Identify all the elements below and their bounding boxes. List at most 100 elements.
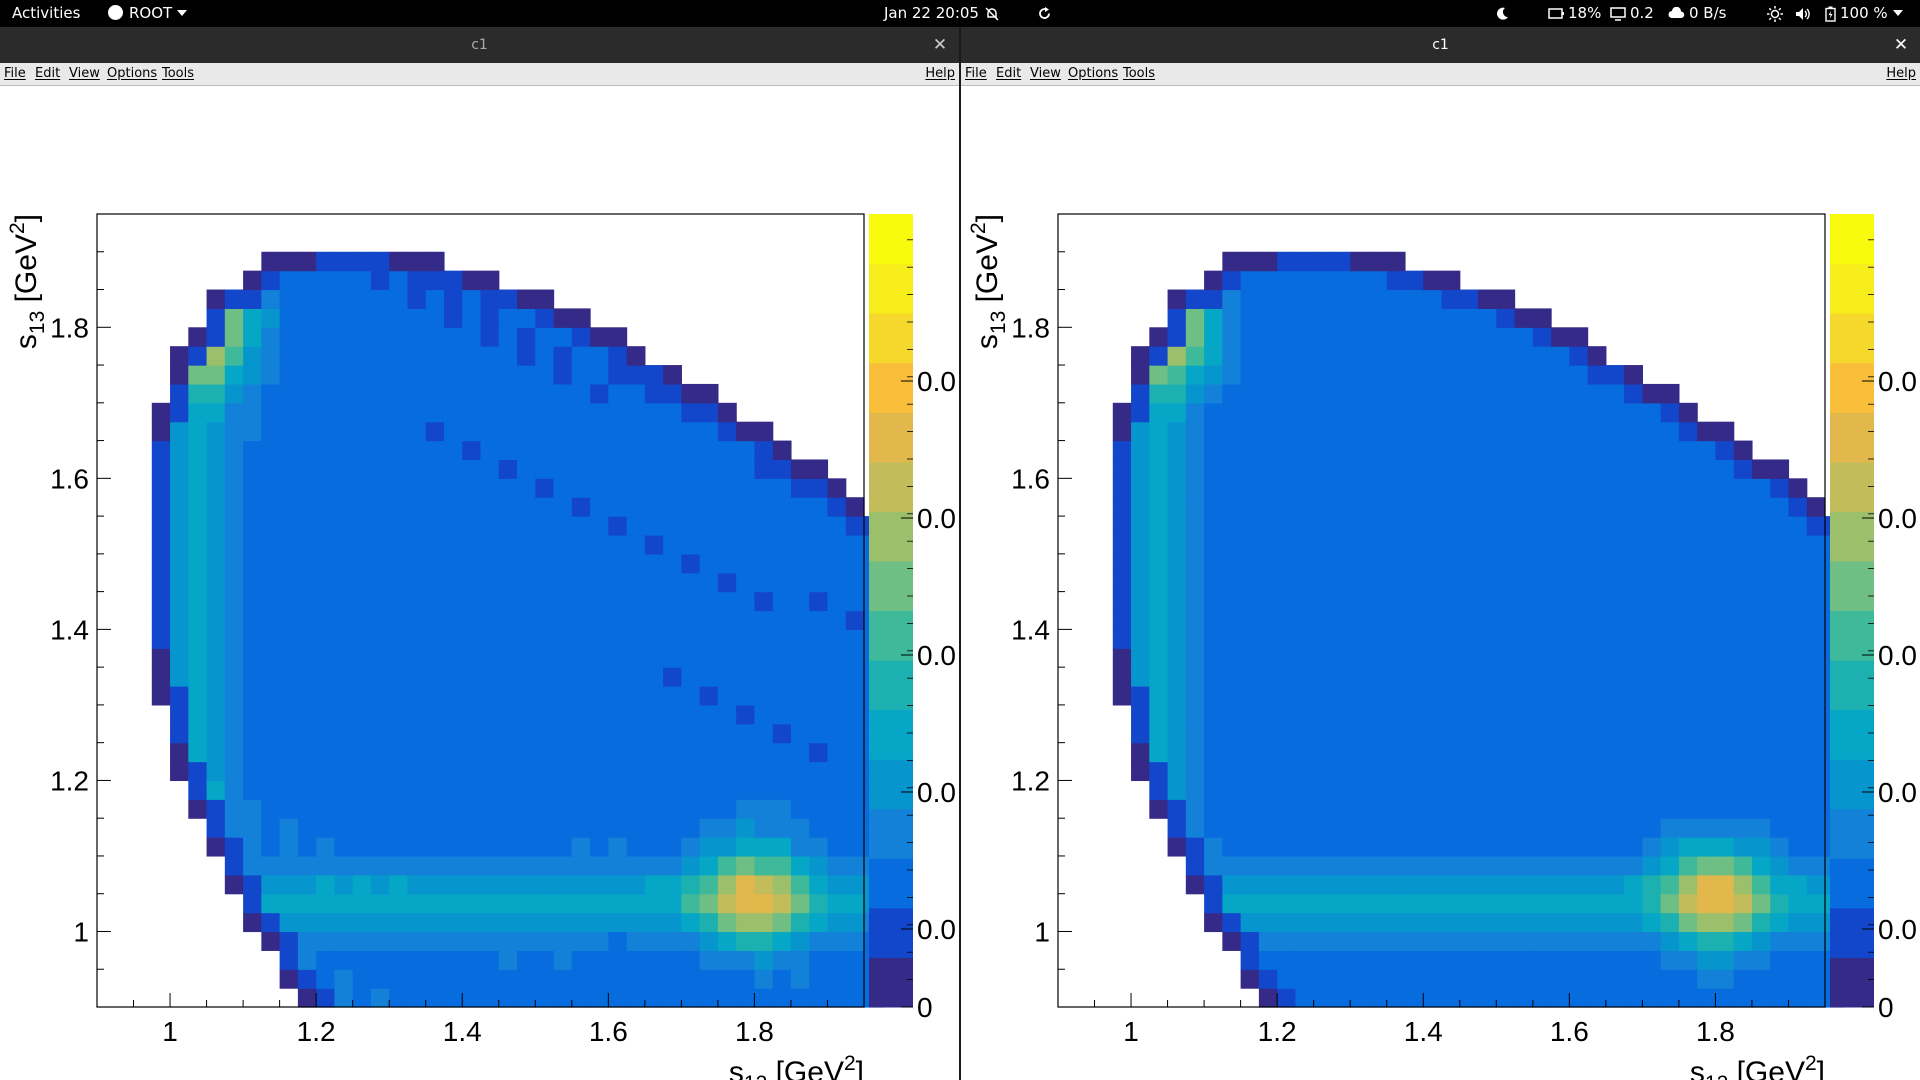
heatmap-cell	[407, 270, 427, 291]
heatmap-cell	[608, 610, 628, 630]
close-icon[interactable]: ✕	[1893, 35, 1909, 55]
heatmap-cell	[1478, 440, 1497, 461]
window-title-bar[interactable]: c1 ✕	[961, 27, 1920, 63]
menu-view[interactable]: View	[1030, 66, 1061, 81]
heatmap-cell	[644, 686, 664, 706]
heatmap-cell	[1331, 818, 1351, 838]
clock[interactable]: Jan 22 20:05	[884, 4, 979, 22]
heatmap-cell	[1660, 969, 1680, 989]
heatmap-cell	[1204, 761, 1223, 782]
dalitz-plot-right[interactable]: 11.21.41.61.811.21.41.61.8s12 [GeV2]s13 …	[961, 86, 1920, 1080]
heatmap-cell	[1404, 648, 1424, 668]
heatmap-cell	[1240, 610, 1260, 630]
menu-options[interactable]: Options	[1068, 66, 1119, 81]
heatmap-cell	[1587, 667, 1607, 687]
heatmap-cell	[1204, 742, 1223, 763]
heatmap-cell	[644, 950, 664, 970]
window-title-bar[interactable]: c1 ✕	[0, 27, 959, 63]
heatmap-cell	[1313, 704, 1333, 725]
activities-button[interactable]: Activities	[12, 4, 81, 22]
menu-tools[interactable]: Tools	[1123, 66, 1156, 81]
heatmap-cell	[352, 534, 372, 555]
heatmap-cell	[1204, 874, 1223, 895]
menu-file[interactable]: File	[965, 66, 987, 81]
heatmap-cell	[407, 648, 427, 668]
network-indicator[interactable]: 0 B/s	[1668, 0, 1726, 27]
menu-options[interactable]: Options	[107, 66, 158, 81]
heatmap-cell	[1331, 478, 1351, 498]
heatmap-cell	[809, 572, 829, 593]
heatmap-cell	[1532, 534, 1552, 555]
heatmap-cell	[1331, 497, 1351, 517]
night-light-icon[interactable]	[1495, 0, 1514, 27]
heatmap-cell	[1350, 837, 1370, 857]
heatmap-cell	[352, 686, 372, 706]
heatmap-cell	[590, 818, 609, 838]
menu-file[interactable]: File	[4, 66, 26, 81]
menu-view[interactable]: View	[69, 66, 100, 81]
heatmap-cell	[370, 761, 390, 782]
heatmap-cell	[297, 478, 317, 498]
heatmap-cell	[827, 837, 847, 857]
heatmap-cell	[1642, 383, 1662, 404]
battery-indicator[interactable]: 100 %	[1825, 0, 1903, 27]
heatmap-cell	[590, 686, 609, 706]
heatmap-cell	[1350, 383, 1370, 404]
notifications-off-icon[interactable]	[985, 0, 1003, 27]
heatmap-cell	[389, 459, 409, 479]
heatmap-cell	[243, 742, 262, 763]
heatmap-cell	[644, 553, 664, 574]
heatmap-cell	[279, 516, 299, 536]
heatmap-cell	[644, 534, 664, 555]
heatmap-cell	[681, 855, 701, 876]
heatmap-cell	[644, 855, 664, 876]
heatmap-cell	[1204, 723, 1223, 744]
heatmap-cell	[407, 818, 427, 838]
menu-help[interactable]: Help	[1886, 66, 1916, 81]
heatmap-cell	[1222, 723, 1242, 744]
heatmap-cell	[1715, 988, 1735, 1008]
heatmap-cell	[1532, 780, 1552, 800]
heatmap-cell	[1441, 610, 1461, 630]
heatmap-cell	[1258, 459, 1278, 479]
heatmap-cell	[1258, 874, 1278, 895]
menu-edit[interactable]: Edit	[35, 66, 61, 81]
refresh-icon[interactable]	[1037, 0, 1056, 27]
heatmap-cell	[590, 780, 609, 800]
heatmap-cell	[517, 723, 536, 744]
heatmap-cell	[170, 346, 189, 366]
chevron-down-icon[interactable]	[1892, 10, 1903, 16]
heatmap-cell	[1459, 383, 1479, 404]
heatmap-cell	[425, 459, 445, 479]
heatmap-cell	[1715, 553, 1735, 574]
heatmap-cell	[1678, 950, 1698, 970]
close-icon[interactable]: ✕	[932, 35, 948, 55]
brightness-icon[interactable]	[1767, 0, 1787, 27]
heatmap-cell	[571, 988, 591, 1008]
heatmap-cell	[316, 742, 335, 763]
heatmap-cell	[1149, 383, 1169, 404]
app-menu[interactable]: ROOT	[108, 0, 188, 27]
heatmap-cell	[1678, 534, 1698, 555]
menu-edit[interactable]: Edit	[996, 66, 1022, 81]
dalitz-plot-left[interactable]: 11.21.41.61.811.21.41.61.8s12 [GeV2]s13 …	[0, 86, 959, 1080]
heatmap-cell	[316, 686, 335, 706]
heatmap-cell	[498, 421, 518, 442]
heatmap-cell	[1532, 912, 1552, 933]
heatmap-cell	[480, 686, 500, 706]
menu-help[interactable]: Help	[925, 66, 955, 81]
heatmap-cell	[1222, 610, 1242, 630]
heatmap-cell	[1496, 931, 1516, 951]
heatmap-cell	[1204, 799, 1223, 819]
heatmap-cell	[1532, 988, 1552, 1008]
heatmap-cell	[1788, 553, 1808, 574]
heatmap-cell	[297, 497, 317, 517]
heatmap-cell	[1313, 365, 1333, 385]
heatmap-cell	[663, 969, 682, 989]
battery-saver-indicator[interactable]: 18%	[1548, 0, 1601, 27]
system-load-indicator[interactable]: 0.2	[1610, 0, 1654, 27]
heatmap-cell	[736, 667, 756, 687]
volume-icon[interactable]	[1795, 0, 1815, 27]
heatmap-cell	[498, 855, 518, 876]
menu-tools[interactable]: Tools	[162, 66, 195, 81]
